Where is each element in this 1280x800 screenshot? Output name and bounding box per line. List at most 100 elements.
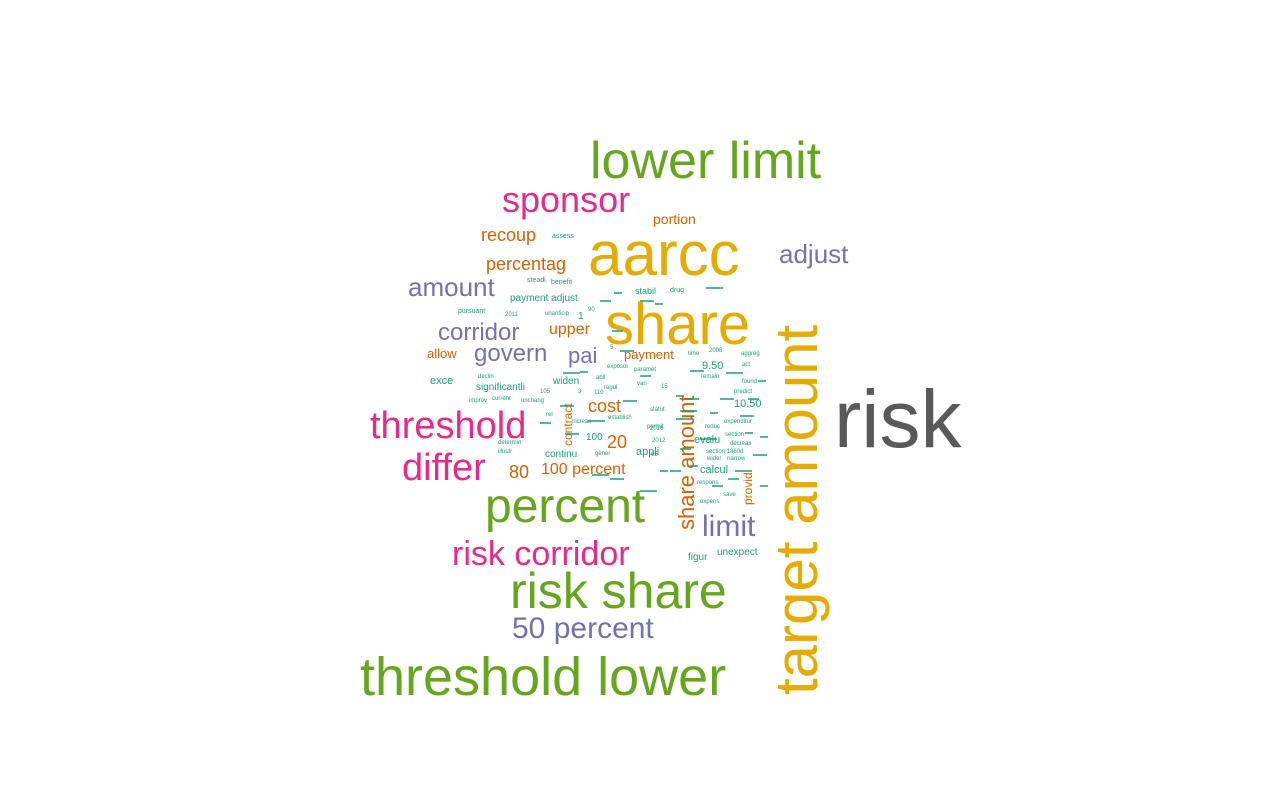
cloud-word: sponsor [502, 179, 630, 220]
tiny-word-mark [760, 485, 768, 487]
tiny-word-mark [600, 300, 611, 302]
tiny-word-mark [592, 474, 609, 476]
cloud-word: stabil [635, 286, 656, 296]
cloud-word: 9.50 [702, 360, 723, 372]
tiny-word-mark [688, 398, 699, 400]
cloud-word: 10.50 [734, 398, 762, 410]
cloud-word: time [688, 351, 700, 357]
tiny-word-mark [728, 478, 739, 480]
tiny-word-mark [735, 470, 752, 472]
cloud-word: drug [670, 287, 684, 294]
cloud-word: 105 [540, 389, 551, 395]
tiny-word-mark [748, 398, 759, 400]
cloud-word: statut [650, 407, 665, 413]
cloud-word: recoup [481, 225, 536, 245]
tiny-word-mark [690, 465, 698, 467]
tiny-word-mark [740, 415, 754, 417]
tiny-word-mark [676, 395, 684, 397]
cloud-word: exce [430, 375, 453, 387]
tiny-word-mark [676, 418, 693, 420]
cloud-word: expens [700, 499, 719, 505]
cloud-word: differ [402, 447, 486, 489]
tiny-word-mark [680, 410, 697, 412]
cloud-word: regul [604, 385, 617, 391]
cloud-word: gener [595, 451, 610, 457]
cloud-word: allow [427, 346, 457, 361]
cloud-word: risk share [510, 563, 727, 619]
cloud-word: lower limit [590, 132, 822, 190]
tiny-word-mark [640, 490, 657, 492]
cloud-word: pai [568, 343, 597, 368]
cloud-word: 15 [661, 384, 668, 390]
tiny-word-mark [640, 375, 651, 377]
cloud-word: 2016 [650, 426, 664, 432]
tiny-word-mark [620, 350, 634, 352]
tiny-word-mark [660, 470, 668, 472]
cloud-word: narrow [727, 456, 746, 462]
cloud-word: govern [474, 340, 547, 367]
cloud-word: found [742, 379, 757, 385]
tiny-word-mark [610, 478, 624, 480]
cloud-word: calcul [700, 464, 728, 476]
tiny-word-mark [700, 438, 717, 440]
cloud-word: 50 percent [512, 612, 654, 645]
tiny-word-mark [710, 412, 718, 414]
tiny-word-mark [640, 300, 654, 302]
tiny-word-mark [760, 436, 768, 438]
cloud-word: respons [697, 480, 718, 486]
cloud-word: widen [552, 376, 579, 387]
tiny-word-mark [655, 303, 663, 305]
tiny-word-mark [712, 485, 723, 487]
cloud-word: steadi [527, 277, 546, 284]
cloud-word: cost [588, 396, 621, 416]
tiny-word-mark [720, 398, 734, 400]
cloud-word: 80 [509, 462, 529, 482]
cloud-word: 20 [607, 432, 627, 452]
cloud-word: predict [734, 389, 752, 395]
cloud-word: 100 percent [541, 461, 626, 478]
cloud-word: continu [545, 449, 577, 460]
cloud-word: decreas [730, 441, 751, 447]
cloud-word: abil [596, 375, 605, 381]
tiny-word-mark [745, 432, 753, 434]
cloud-word: remain [701, 374, 719, 380]
cloud-word: section [725, 432, 744, 438]
cloud-word: establish [608, 415, 632, 421]
cloud-word: payment adjust [510, 293, 578, 304]
cloud-word: rel [546, 412, 553, 418]
cloud-word: 2008 [709, 348, 723, 354]
cloud-word: target amount [763, 324, 830, 695]
cloud-word: determin [498, 440, 521, 446]
cloud-word: unexpect [717, 547, 758, 558]
cloud-word: 95 [651, 452, 658, 458]
cloud-word: act [742, 362, 750, 368]
cloud-word: percentag [486, 254, 566, 274]
cloud-word: 2011 [505, 312, 519, 318]
cloud-word: section 1860d [706, 449, 743, 455]
cloud-word: payment [624, 347, 674, 362]
cloud-word: share amount [674, 395, 699, 530]
cloud-word: threshold [370, 405, 526, 447]
cloud-word: risk corridor [452, 535, 630, 573]
tiny-word-mark [563, 372, 580, 374]
tiny-word-mark [758, 380, 766, 382]
tiny-word-mark [623, 400, 637, 402]
cloud-word: share [605, 292, 750, 357]
cloud-word: save [723, 492, 736, 498]
tiny-word-mark [614, 292, 622, 294]
cloud-word: current [492, 396, 511, 402]
cloud-word: benefit [551, 279, 572, 286]
cloud-word: illustr [498, 449, 512, 455]
cloud-word: 3 [578, 389, 582, 395]
cloud-word: provid [741, 472, 755, 505]
tiny-word-mark [588, 420, 605, 422]
cloud-word: reduc [705, 424, 720, 430]
cloud-word: amount [408, 272, 495, 302]
cloud-word: appli [636, 446, 659, 458]
tiny-word-mark [560, 405, 574, 407]
cloud-word: permit [647, 424, 664, 430]
cloud-word: unanticip [545, 311, 570, 317]
cloud-word: upper [549, 321, 591, 338]
tiny-word-mark [580, 371, 588, 373]
